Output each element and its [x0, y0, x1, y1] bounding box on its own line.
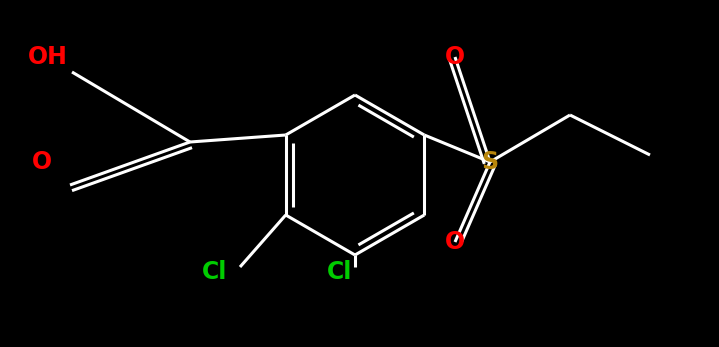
Text: O: O [32, 150, 52, 174]
Text: S: S [482, 150, 498, 174]
Text: Cl: Cl [327, 260, 353, 284]
Text: O: O [445, 230, 465, 254]
Text: OH: OH [28, 45, 68, 69]
Text: O: O [445, 45, 465, 69]
Text: Cl: Cl [202, 260, 228, 284]
